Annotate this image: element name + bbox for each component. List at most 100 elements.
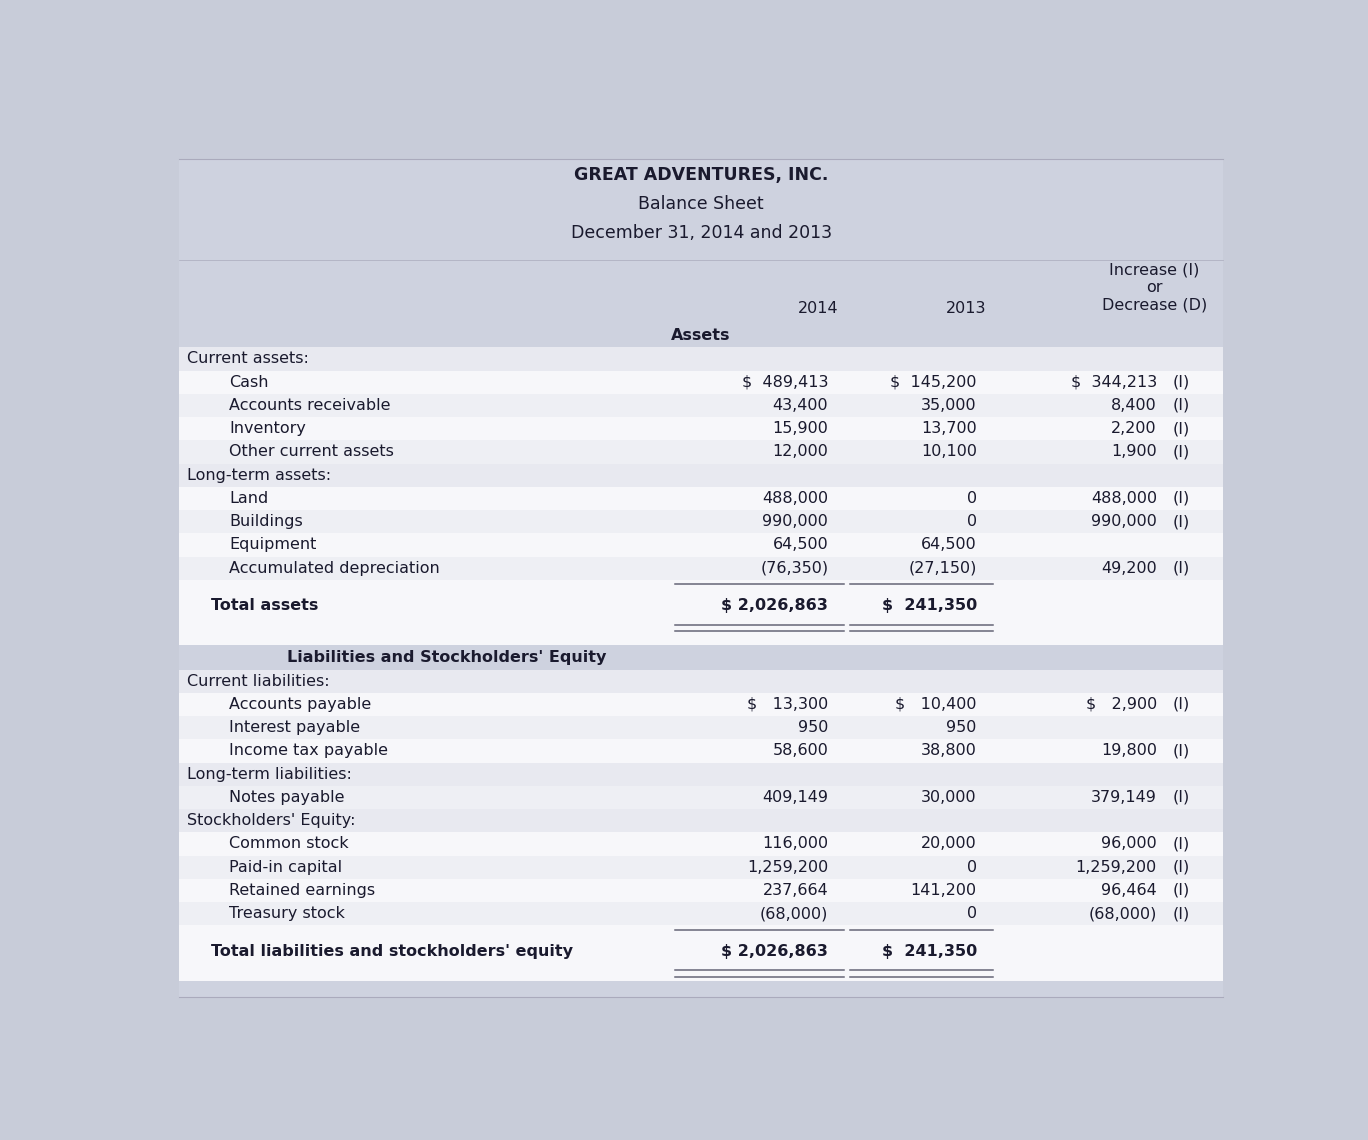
- Bar: [179, 158, 1223, 260]
- Text: (I): (I): [1172, 837, 1190, 852]
- Text: or: or: [1146, 280, 1163, 295]
- Text: $ 2,026,863: $ 2,026,863: [721, 598, 829, 613]
- Text: Common stock: Common stock: [230, 837, 349, 852]
- Bar: [179, 964, 1223, 982]
- Bar: [179, 417, 1223, 440]
- Text: (I): (I): [1172, 860, 1190, 874]
- Text: Retained earnings: Retained earnings: [230, 882, 375, 898]
- Text: (I): (I): [1172, 421, 1190, 437]
- Text: 0: 0: [967, 514, 977, 529]
- Text: Equipment: Equipment: [230, 537, 316, 553]
- Text: (68,000): (68,000): [1089, 906, 1157, 921]
- Text: Current assets:: Current assets:: [187, 351, 309, 366]
- Text: (I): (I): [1172, 445, 1190, 459]
- Text: 13,700: 13,700: [921, 421, 977, 437]
- Bar: [179, 832, 1223, 855]
- Text: Total assets: Total assets: [211, 598, 319, 613]
- Text: Land: Land: [230, 491, 268, 506]
- Bar: [179, 669, 1223, 693]
- Text: Balance Sheet: Balance Sheet: [639, 195, 763, 213]
- Bar: [179, 580, 1223, 593]
- Bar: [179, 645, 1223, 669]
- Bar: [179, 740, 1223, 763]
- Text: Paid-in capital: Paid-in capital: [230, 860, 342, 874]
- Text: 950: 950: [798, 720, 829, 735]
- Text: 2013: 2013: [945, 301, 986, 316]
- Text: $  344,213: $ 344,213: [1071, 375, 1157, 390]
- Text: Current liabilities:: Current liabilities:: [187, 674, 330, 689]
- Bar: [179, 440, 1223, 464]
- Bar: [179, 855, 1223, 879]
- Text: Treasury stock: Treasury stock: [230, 906, 345, 921]
- Text: 12,000: 12,000: [773, 445, 829, 459]
- Text: December 31, 2014 and 2013: December 31, 2014 and 2013: [570, 223, 832, 242]
- Text: 38,800: 38,800: [921, 743, 977, 758]
- Bar: [179, 464, 1223, 487]
- Bar: [179, 510, 1223, 534]
- Text: Long-term liabilities:: Long-term liabilities:: [187, 767, 352, 782]
- Bar: [179, 938, 1223, 964]
- Text: 43,400: 43,400: [773, 398, 829, 413]
- Text: 237,664: 237,664: [762, 882, 829, 898]
- Text: (I): (I): [1172, 906, 1190, 921]
- Bar: [179, 879, 1223, 902]
- Text: Accumulated depreciation: Accumulated depreciation: [230, 561, 440, 576]
- Text: Cash: Cash: [230, 375, 268, 390]
- Text: Assets: Assets: [672, 327, 731, 343]
- Text: Other current assets: Other current assets: [230, 445, 394, 459]
- Text: Increase (I): Increase (I): [1109, 262, 1200, 277]
- Text: $  489,413: $ 489,413: [741, 375, 829, 390]
- Text: (27,150): (27,150): [908, 561, 977, 576]
- Text: Income tax payable: Income tax payable: [230, 743, 389, 758]
- Bar: [179, 809, 1223, 832]
- Bar: [179, 393, 1223, 417]
- Text: 488,000: 488,000: [762, 491, 829, 506]
- Text: 1,900: 1,900: [1111, 445, 1157, 459]
- Text: $ 2,026,863: $ 2,026,863: [721, 944, 829, 959]
- Bar: [179, 763, 1223, 785]
- Text: Accounts payable: Accounts payable: [230, 697, 372, 712]
- Bar: [179, 323, 1223, 348]
- Text: 116,000: 116,000: [762, 837, 829, 852]
- Text: $  145,200: $ 145,200: [891, 375, 977, 390]
- Text: 15,900: 15,900: [773, 421, 829, 437]
- Bar: [179, 785, 1223, 809]
- Bar: [179, 926, 1223, 938]
- Bar: [179, 487, 1223, 510]
- Text: $  241,350: $ 241,350: [881, 598, 977, 613]
- Text: 488,000: 488,000: [1090, 491, 1157, 506]
- Bar: [179, 260, 1223, 323]
- Text: (I): (I): [1172, 882, 1190, 898]
- Text: 35,000: 35,000: [921, 398, 977, 413]
- Text: Accounts receivable: Accounts receivable: [230, 398, 391, 413]
- Text: Interest payable: Interest payable: [230, 720, 360, 735]
- Text: (76,350): (76,350): [761, 561, 829, 576]
- Text: 950: 950: [947, 720, 977, 735]
- Text: 0: 0: [967, 906, 977, 921]
- Text: Notes payable: Notes payable: [230, 790, 345, 805]
- Bar: [179, 348, 1223, 370]
- Text: 8,400: 8,400: [1111, 398, 1157, 413]
- Bar: [179, 556, 1223, 580]
- Text: GREAT ADVENTURES, INC.: GREAT ADVENTURES, INC.: [575, 165, 828, 184]
- Text: 19,800: 19,800: [1101, 743, 1157, 758]
- Text: $   10,400: $ 10,400: [895, 697, 977, 712]
- Text: (I): (I): [1172, 697, 1190, 712]
- Text: Stockholders' Equity:: Stockholders' Equity:: [187, 813, 356, 828]
- Text: Liabilities and Stockholders' Equity: Liabilities and Stockholders' Equity: [287, 650, 606, 665]
- Text: 0: 0: [967, 491, 977, 506]
- Bar: [179, 593, 1223, 619]
- Bar: [179, 619, 1223, 636]
- Text: 379,149: 379,149: [1092, 790, 1157, 805]
- Text: (I): (I): [1172, 375, 1190, 390]
- Text: (I): (I): [1172, 743, 1190, 758]
- Text: $   2,900: $ 2,900: [1086, 697, 1157, 712]
- Bar: [179, 982, 1223, 998]
- Text: (I): (I): [1172, 398, 1190, 413]
- Text: 10,100: 10,100: [921, 445, 977, 459]
- Bar: [179, 370, 1223, 393]
- Text: 409,149: 409,149: [762, 790, 829, 805]
- Text: 64,500: 64,500: [921, 537, 977, 553]
- Text: 64,500: 64,500: [773, 537, 829, 553]
- Text: 990,000: 990,000: [762, 514, 829, 529]
